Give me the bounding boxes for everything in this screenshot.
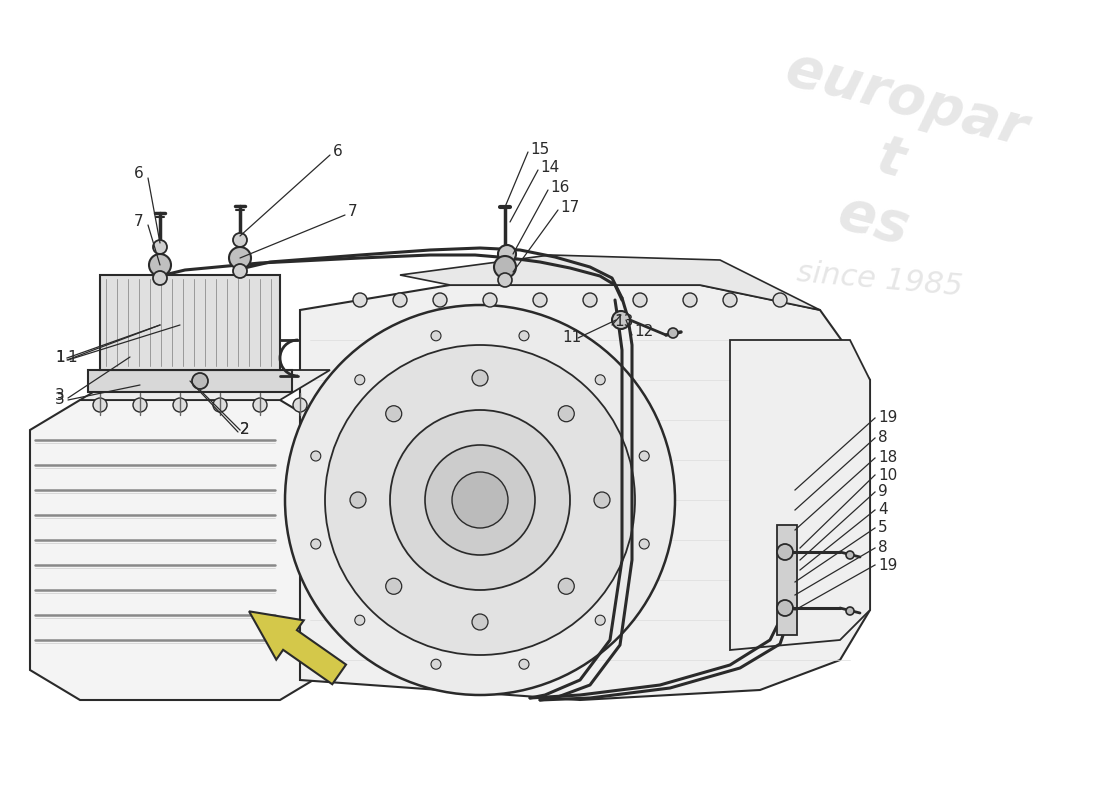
Circle shape [777, 544, 793, 560]
Circle shape [153, 240, 167, 254]
Text: a passion for  excellence since 1985: a passion for excellence since 1985 [253, 550, 607, 570]
Bar [777, 525, 797, 635]
Circle shape [612, 311, 630, 329]
Circle shape [311, 539, 321, 549]
Circle shape [846, 607, 854, 615]
Circle shape [594, 492, 610, 508]
Text: 17: 17 [560, 201, 580, 215]
Circle shape [498, 245, 516, 263]
Circle shape [494, 256, 516, 278]
Text: since 1985: since 1985 [795, 258, 965, 302]
Text: 1: 1 [55, 350, 65, 366]
Circle shape [353, 293, 367, 307]
Circle shape [393, 293, 407, 307]
Text: 16: 16 [550, 181, 570, 195]
Circle shape [534, 293, 547, 307]
Text: 6: 6 [333, 145, 343, 159]
Text: 2: 2 [240, 422, 250, 438]
Circle shape [668, 328, 678, 338]
Text: 3: 3 [55, 393, 65, 407]
Circle shape [639, 539, 649, 549]
Text: 10: 10 [878, 467, 898, 482]
Circle shape [632, 293, 647, 307]
Text: europarts: europarts [219, 453, 641, 527]
Circle shape [452, 472, 508, 528]
Polygon shape [730, 340, 870, 650]
Circle shape [355, 615, 365, 626]
Text: europar
t
es: europar t es [747, 42, 1033, 278]
Circle shape [148, 254, 170, 276]
Text: 1: 1 [67, 350, 77, 366]
Bar [100, 275, 280, 370]
Polygon shape [30, 400, 330, 700]
Text: 19: 19 [878, 410, 898, 426]
Text: 3: 3 [55, 389, 65, 403]
Circle shape [133, 398, 147, 412]
Circle shape [253, 398, 267, 412]
Circle shape [559, 406, 574, 422]
Circle shape [293, 398, 307, 412]
Text: 13: 13 [614, 314, 634, 330]
Circle shape [433, 293, 447, 307]
Circle shape [233, 264, 248, 278]
Circle shape [472, 614, 488, 630]
Circle shape [483, 293, 497, 307]
Circle shape [153, 271, 167, 285]
Text: 18: 18 [878, 450, 898, 466]
Text: 1: 1 [55, 350, 65, 366]
Circle shape [431, 659, 441, 670]
Circle shape [311, 451, 321, 461]
Circle shape [324, 345, 635, 655]
Text: 2: 2 [240, 422, 250, 438]
Text: 5: 5 [878, 521, 888, 535]
Circle shape [583, 293, 597, 307]
Circle shape [229, 247, 251, 269]
Polygon shape [80, 370, 330, 400]
Text: 7: 7 [348, 205, 358, 219]
Circle shape [355, 374, 365, 385]
Text: 8: 8 [878, 430, 888, 446]
Circle shape [559, 578, 574, 594]
Polygon shape [400, 255, 820, 310]
Text: 12: 12 [634, 325, 653, 339]
Circle shape [595, 615, 605, 626]
Bar [88, 370, 292, 392]
Circle shape [213, 398, 227, 412]
Text: 4: 4 [878, 502, 888, 518]
Circle shape [773, 293, 786, 307]
Circle shape [498, 273, 512, 287]
Polygon shape [300, 285, 870, 700]
Circle shape [390, 410, 570, 590]
Polygon shape [249, 611, 346, 684]
Text: 9: 9 [878, 485, 888, 499]
Circle shape [192, 373, 208, 389]
Text: 7: 7 [134, 214, 144, 230]
Circle shape [519, 330, 529, 341]
Circle shape [285, 305, 675, 695]
Circle shape [683, 293, 697, 307]
Text: 14: 14 [540, 161, 559, 175]
Circle shape [723, 293, 737, 307]
Circle shape [233, 233, 248, 247]
Circle shape [431, 330, 441, 341]
Text: 8: 8 [878, 541, 888, 555]
Text: 6: 6 [134, 166, 144, 181]
Circle shape [173, 398, 187, 412]
Circle shape [386, 578, 402, 594]
Circle shape [777, 600, 793, 616]
Circle shape [846, 551, 854, 559]
Circle shape [639, 451, 649, 461]
Circle shape [472, 370, 488, 386]
Circle shape [595, 374, 605, 385]
Text: 15: 15 [530, 142, 549, 158]
Circle shape [94, 398, 107, 412]
Circle shape [425, 445, 535, 555]
Circle shape [519, 659, 529, 670]
Circle shape [386, 406, 402, 422]
Text: 11: 11 [562, 330, 581, 346]
Circle shape [350, 492, 366, 508]
Text: 19: 19 [878, 558, 898, 573]
